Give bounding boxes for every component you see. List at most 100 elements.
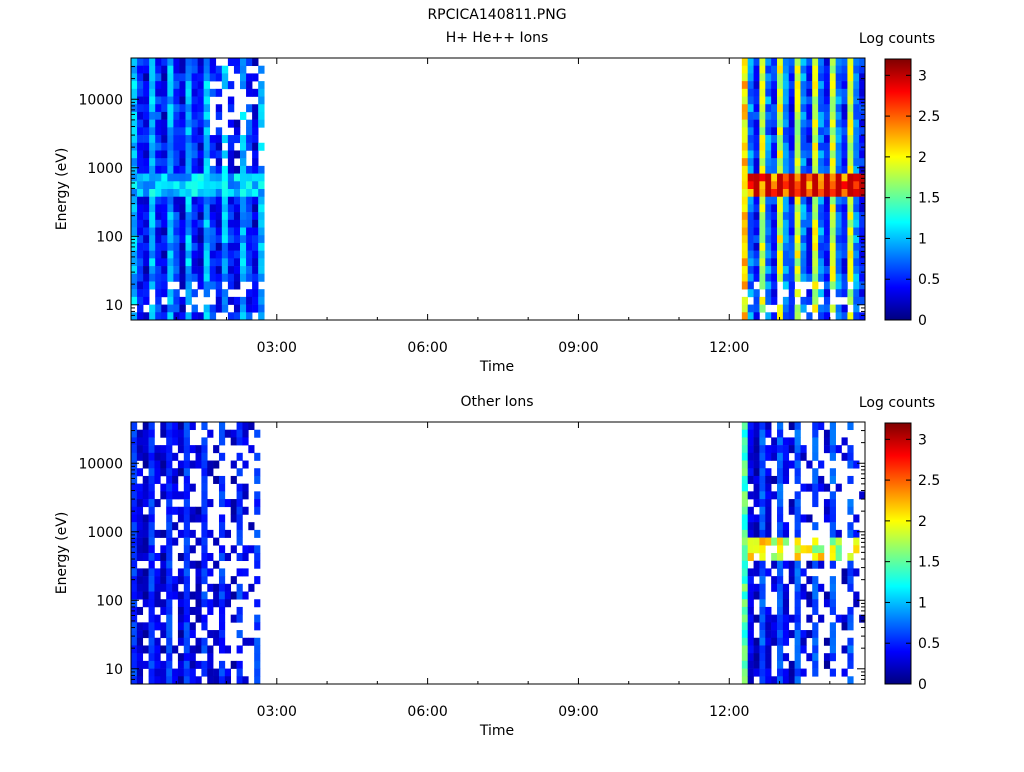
heatmap-cell [197, 158, 204, 167]
heatmap-cell [765, 65, 772, 74]
heatmap-cell [847, 422, 854, 431]
heatmap-cell [189, 668, 196, 677]
heatmap-cell [191, 96, 198, 105]
heatmap-cell [753, 491, 760, 500]
heatmap-cell [823, 281, 831, 290]
heatmap-cell [227, 150, 235, 159]
heatmap-cell [759, 560, 766, 569]
heatmap-cell [829, 204, 836, 213]
heatmap-cell [252, 189, 259, 198]
heatmap-cell [812, 537, 819, 546]
heatmap-cell [233, 304, 241, 313]
heatmap-cell [794, 645, 801, 654]
heatmap-cell [753, 88, 760, 97]
heatmap-cell [131, 437, 138, 446]
heatmap-cell [227, 142, 235, 151]
heatmap-cell [741, 422, 748, 431]
heatmap-cell [841, 289, 848, 298]
heatmap-cell [167, 312, 174, 321]
heatmap-cell [812, 668, 819, 677]
heatmap-cell [765, 468, 772, 477]
heatmap-cell [765, 242, 772, 251]
heatmap-cell [143, 81, 150, 90]
heatmap-cell [847, 645, 854, 654]
heatmap-cell [173, 242, 180, 251]
heatmap-cell [853, 142, 860, 151]
heatmap-cell [788, 296, 795, 305]
heatmap-cell [753, 212, 760, 221]
heatmap-cell [154, 660, 161, 669]
heatmap-cell [806, 289, 813, 298]
heatmap-cell [258, 304, 265, 313]
heatmap-cell [149, 281, 156, 290]
heatmap-cell [788, 668, 795, 677]
heatmap-cell [771, 676, 778, 685]
heatmap-cell [227, 119, 235, 128]
heatmap-cell [161, 135, 168, 144]
heatmap-cell [759, 304, 766, 313]
heatmap-cell [221, 242, 229, 251]
heatmap-cell [747, 614, 754, 623]
heatmap-cell [741, 212, 748, 221]
heatmap-cell [759, 660, 766, 669]
heatmap-cell [771, 452, 778, 461]
heatmap-cell [759, 142, 766, 151]
heatmap-cell [818, 553, 825, 562]
heatmap-cell [794, 591, 801, 600]
heatmap-cell [777, 65, 784, 74]
heatmap-cell [835, 181, 842, 190]
heatmap-cell [136, 660, 144, 669]
x-tick-label: 09:00 [558, 704, 598, 720]
heatmap-cell [154, 499, 161, 508]
heatmap-cell [148, 583, 155, 592]
heatmap-cell [829, 630, 836, 639]
heatmap-cell [148, 422, 155, 431]
x-axis-label: Time [479, 359, 514, 375]
heatmap-cell [183, 653, 190, 662]
heatmap-cell [143, 250, 150, 259]
heatmap-cell [859, 119, 866, 128]
heatmap-cell [812, 96, 819, 105]
heatmap-cell [203, 289, 211, 298]
heatmap-cell [788, 165, 795, 174]
heatmap-cell [759, 296, 766, 305]
heatmap-cell [782, 452, 790, 461]
heatmap-cell [812, 165, 819, 174]
heatmap-cell [812, 653, 819, 662]
heatmap-cell [765, 499, 772, 508]
y-axis-label: Energy (eV) [54, 512, 70, 595]
heatmap-cell [794, 553, 801, 562]
heatmap-cell [741, 312, 748, 321]
heatmap-cell [829, 165, 836, 174]
heatmap-cell [155, 204, 162, 213]
heatmap-cell [148, 460, 155, 469]
heatmap-cell [183, 630, 190, 639]
heatmap-cell [172, 429, 179, 438]
heatmap-cell [753, 181, 760, 190]
heatmap-cell [747, 65, 754, 74]
heatmap-cell [765, 312, 772, 321]
heatmap-cell [829, 304, 836, 313]
heatmap-cell [818, 545, 825, 554]
heatmap-cell [197, 181, 204, 190]
heatmap-cell [765, 165, 772, 174]
heatmap-cell [806, 312, 813, 321]
heatmap-cell [203, 150, 211, 159]
heatmap-cell [759, 676, 766, 685]
heatmap-cell [812, 242, 819, 251]
heatmap-cell [191, 119, 198, 128]
heatmap-cell [149, 111, 156, 120]
heatmap-cell [753, 235, 760, 244]
x-tick-label: 12:00 [709, 704, 749, 720]
heatmap-cell [183, 553, 190, 562]
heatmap-cell [258, 242, 265, 251]
heatmap-cell [788, 142, 795, 151]
heatmap-cell [218, 529, 226, 538]
heatmap-cell [765, 622, 772, 631]
heatmap-cell [183, 445, 190, 454]
heatmap-cell [246, 142, 253, 151]
heatmap-cell [213, 445, 220, 454]
heatmap-cell [166, 606, 173, 615]
heatmap-cell [227, 165, 235, 174]
heatmap-cell [859, 189, 866, 198]
